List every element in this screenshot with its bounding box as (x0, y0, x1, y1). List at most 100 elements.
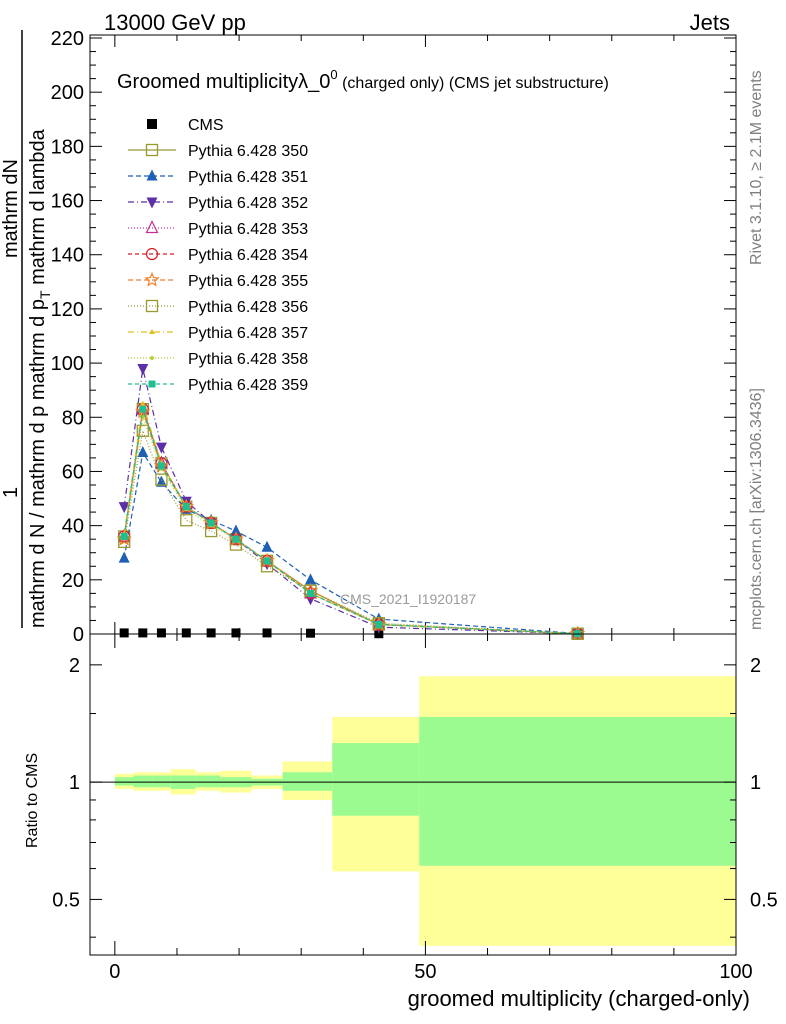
main-y-tick-label: 40 (62, 516, 84, 538)
x-axis-label: groomed multiplicity (charged-only) (408, 986, 750, 1011)
ratio-y-tick-label-right: 0.5 (750, 889, 778, 911)
mc-point (305, 573, 317, 585)
legend-marker (147, 119, 157, 129)
mc-point (307, 589, 315, 597)
legend-entry: Pythia 6.428 352 (128, 195, 308, 212)
legend-label: Pythia 6.428 350 (188, 143, 308, 160)
legend-entry: Pythia 6.428 356 (128, 299, 308, 316)
main-y-tick-label: 80 (62, 407, 84, 429)
ratio-y-tick-label-right: 1 (750, 772, 761, 794)
ratio-y-label: Ratio to CMS (24, 753, 41, 848)
ratio-x-ticks: 0 50 100 (109, 634, 753, 983)
main-y-tick-label: 180 (51, 136, 84, 158)
y-label-denom-part2: mathrm d p (27, 299, 49, 400)
mc-point (180, 496, 192, 508)
legend-label: Pythia 6.428 358 (188, 351, 308, 368)
mcplots-label: mcplots.cern.ch [arXiv:1306.3436] (748, 388, 765, 630)
legend-entry: Pythia 6.428 351 (128, 169, 308, 186)
series-7 (118, 424, 584, 640)
ratio-y-tick-label: 2 (69, 655, 80, 677)
legend: CMS Pythia 6.428 350 Pythia 6.428 351 Pythi… (128, 117, 308, 394)
legend-marker (145, 143, 159, 157)
ratio-y-tick-label: 0.5 (52, 889, 80, 911)
main-y-ticks: 0 20 40 60 80 100 120 140 160 180 200 220 (51, 28, 737, 646)
main-y-tick-label: 220 (51, 28, 84, 50)
series-0 (119, 628, 583, 639)
main-y-tick-label: 120 (51, 299, 84, 321)
legend-label: Pythia 6.428 352 (188, 195, 308, 212)
data-point (181, 628, 191, 638)
ratio-stat-band (152, 775, 171, 788)
analysis-label: CMS_2021_I1920187 (340, 591, 476, 607)
legend-marker (150, 356, 154, 360)
ratio-stat-band (282, 772, 333, 791)
mc-point (155, 473, 168, 486)
y-label-top: 1 (0, 487, 22, 498)
legend-label: CMS (188, 117, 224, 134)
legend-entry: Pythia 6.428 355 (128, 271, 308, 290)
main-panel-frame (89, 34, 737, 635)
x-tick-label: 50 (414, 961, 436, 983)
series-line (123, 417, 578, 635)
mc-point (230, 524, 242, 536)
y-label-denominator: mathrm d N / mathrm d p mathrm d pT math… (27, 128, 53, 628)
ratio-panel-frame (89, 633, 737, 956)
mc-point (139, 405, 147, 413)
ratio-y-tick-label-right: 2 (750, 655, 761, 677)
data-point (119, 628, 129, 638)
ratio-bands (114, 676, 736, 946)
mc-point (137, 364, 149, 376)
mc-point (118, 551, 130, 563)
mc-point (135, 403, 151, 419)
header-left: 13000 GeV pp (104, 10, 246, 35)
ratio-stat-band (332, 743, 420, 816)
mc-point (182, 503, 190, 511)
main-y-tick-label: 60 (62, 461, 84, 483)
mc-point (120, 532, 128, 540)
y-label-numerator: mathrm dN (0, 159, 22, 258)
y-label-denom-sub: T (37, 290, 53, 299)
legend-marker (145, 220, 159, 234)
legend-entry: Pythia 6.428 359 (128, 377, 308, 394)
legend-entry: Pythia 6.428 353 (128, 220, 308, 238)
mc-point (261, 540, 273, 552)
data-point (262, 628, 272, 638)
mc-point (263, 557, 271, 565)
mc-point (155, 442, 167, 454)
legend-entry: Pythia 6.428 357 (128, 325, 308, 342)
header-right: Jets (690, 10, 730, 35)
legend-entry: Pythia 6.428 358 (128, 351, 308, 368)
plot-title: Groomed multiplicityλ_00 (charged only) … (117, 67, 609, 93)
legend-label: Pythia 6.428 355 (188, 273, 308, 290)
legend-marker (146, 197, 158, 209)
main-y-tick-label: 20 (62, 570, 84, 592)
series-line (123, 450, 578, 635)
plot-title-main: Groomed multiplicityλ_0 (117, 71, 330, 93)
legend-label: Pythia 6.428 351 (188, 169, 308, 186)
series-line (123, 408, 578, 635)
legend-entry: CMS (147, 117, 224, 134)
ratio-stat-band (133, 775, 153, 788)
main-y-axis-label: 1 mathrm dN mathrm d N / mathrm d p math… (0, 30, 53, 628)
main-y-tick-label: 100 (51, 353, 84, 375)
legend-marker (148, 380, 156, 388)
mc-point (139, 400, 146, 406)
main-panel: 0 20 40 60 80 100 120 140 160 180 200 220 CMS_2021_… (0, 28, 737, 646)
mc-point (207, 519, 215, 527)
data-point (156, 628, 166, 638)
x-tick-label: 0 (109, 961, 120, 983)
mc-point (305, 594, 317, 606)
legend-label: Pythia 6.428 354 (188, 247, 308, 264)
main-y-tick-label: 140 (51, 245, 84, 267)
mc-point (232, 535, 240, 543)
series-line (123, 428, 578, 635)
series-2 (118, 445, 584, 638)
mc-point (375, 621, 383, 629)
main-y-tick-label: 200 (51, 82, 84, 104)
legend-label: Pythia 6.428 357 (188, 325, 308, 342)
data-point (231, 628, 241, 638)
legend-label: Pythia 6.428 356 (188, 299, 308, 316)
legend-marker (146, 169, 158, 181)
y-label-denom-part1: mathrm d N / mathrm d p (27, 406, 49, 628)
